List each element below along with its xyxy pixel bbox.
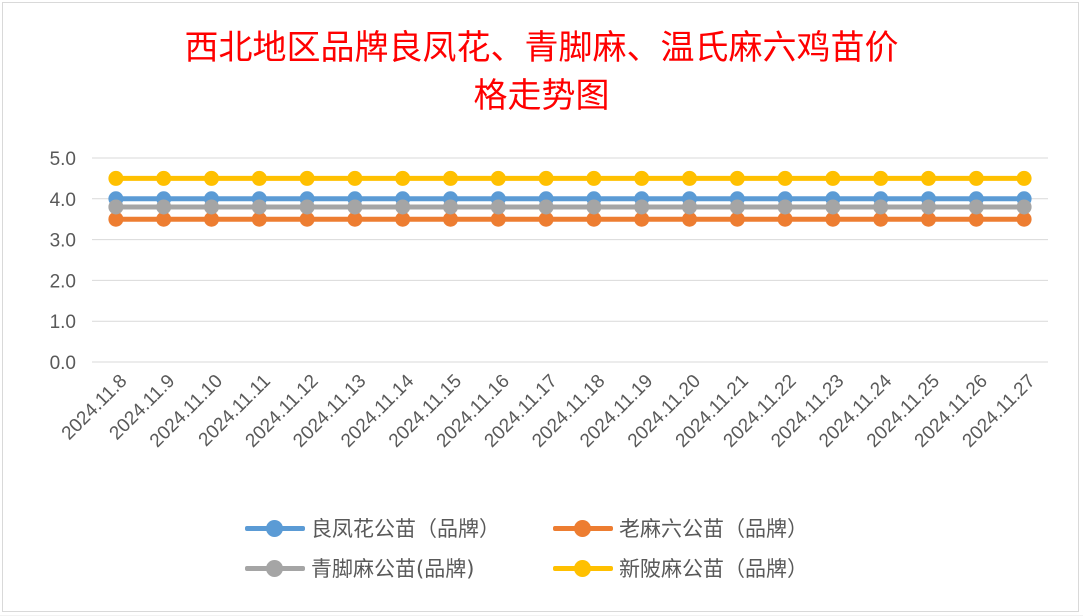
legend-swatch-1 bbox=[551, 510, 615, 546]
data-point[interactable] bbox=[347, 211, 363, 227]
data-point[interactable] bbox=[873, 170, 889, 186]
data-point[interactable] bbox=[156, 199, 172, 215]
legend: 良凤花公苗（品牌） 老麻六公苗（品牌） 青脚麻公苗(品牌) 新陂麻公苗（品牌） bbox=[0, 508, 1083, 588]
data-point[interactable] bbox=[538, 170, 554, 186]
series-layer bbox=[108, 170, 1032, 227]
series-2 bbox=[108, 199, 1032, 215]
y-tick-label: 0.0 bbox=[50, 353, 76, 374]
legend-swatch-3 bbox=[551, 550, 615, 586]
data-point[interactable] bbox=[108, 199, 124, 215]
data-point[interactable] bbox=[538, 211, 554, 227]
y-tick-label: 4.0 bbox=[50, 190, 76, 211]
gridlines bbox=[92, 157, 1048, 363]
data-point[interactable] bbox=[490, 211, 506, 227]
data-point[interactable] bbox=[729, 170, 745, 186]
chart-title-line-2: 格走势图 bbox=[473, 76, 610, 116]
data-point[interactable] bbox=[873, 199, 889, 215]
data-point[interactable] bbox=[395, 211, 411, 227]
series-0 bbox=[108, 191, 1032, 207]
data-point[interactable] bbox=[634, 211, 650, 227]
data-point[interactable] bbox=[682, 199, 697, 215]
legend-marker-1 bbox=[574, 520, 591, 537]
legend-marker-3 bbox=[574, 560, 591, 577]
data-point[interactable] bbox=[729, 199, 745, 215]
data-point[interactable] bbox=[921, 211, 936, 227]
data-point[interactable] bbox=[586, 211, 602, 227]
legend-item-0[interactable]: 良凤花公苗（品牌） bbox=[243, 510, 500, 546]
legend-label-0: 良凤花公苗（品牌） bbox=[311, 517, 500, 541]
legend-label-2: 青脚麻公苗(品牌) bbox=[311, 557, 475, 581]
series-3 bbox=[108, 170, 1032, 186]
data-point[interactable] bbox=[347, 199, 363, 215]
data-point[interactable] bbox=[1016, 170, 1032, 186]
legend-label-1: 老麻六公苗（品牌） bbox=[619, 517, 808, 541]
data-point[interactable] bbox=[1016, 199, 1032, 215]
legend-marker-0 bbox=[266, 520, 283, 537]
data-point[interactable] bbox=[825, 170, 841, 186]
legend-label-3: 新陂麻公苗（品牌） bbox=[619, 557, 808, 581]
data-point[interactable] bbox=[682, 170, 697, 186]
data-point[interactable] bbox=[156, 211, 172, 227]
data-point[interactable] bbox=[682, 211, 697, 227]
data-point[interactable] bbox=[108, 170, 124, 186]
data-point[interactable] bbox=[347, 170, 363, 186]
plot-area: 0.0 1.0 2.0 3.0 4.0 5.0 2024.11.82024.11.9202… bbox=[50, 149, 1048, 452]
data-point[interactable] bbox=[108, 211, 124, 227]
data-point[interactable] bbox=[586, 170, 602, 186]
data-point[interactable] bbox=[395, 199, 411, 215]
data-point[interactable] bbox=[299, 211, 315, 227]
data-point[interactable] bbox=[538, 199, 554, 215]
data-point[interactable] bbox=[825, 199, 841, 215]
data-point[interactable] bbox=[251, 211, 267, 227]
data-point[interactable] bbox=[156, 170, 172, 186]
data-point[interactable] bbox=[825, 211, 841, 227]
data-point[interactable] bbox=[204, 211, 219, 227]
legend-swatch-2 bbox=[243, 550, 307, 586]
legend-item-1[interactable]: 老麻六公苗（品牌） bbox=[551, 510, 808, 546]
legend-marker-2 bbox=[266, 560, 283, 577]
data-point[interactable] bbox=[251, 170, 267, 186]
data-point[interactable] bbox=[729, 211, 745, 227]
x-axis-ticks: 2024.11.82024.11.92024.11.102024.11.1120… bbox=[58, 370, 1040, 451]
data-point[interactable] bbox=[299, 170, 315, 186]
y-tick-label: 2.0 bbox=[50, 271, 76, 292]
data-point[interactable] bbox=[251, 199, 267, 215]
data-point[interactable] bbox=[490, 199, 506, 215]
data-point[interactable] bbox=[443, 170, 458, 186]
data-point[interactable] bbox=[634, 199, 650, 215]
data-point[interactable] bbox=[968, 199, 984, 215]
data-point[interactable] bbox=[634, 170, 650, 186]
y-tick-label: 3.0 bbox=[50, 231, 76, 252]
data-point[interactable] bbox=[299, 199, 315, 215]
data-point[interactable] bbox=[490, 170, 506, 186]
chart-title-line-1: 西北地区品牌良凤花、青脚麻、温氏麻六鸡苗价 bbox=[184, 28, 899, 68]
y-tick-label: 1.0 bbox=[50, 312, 76, 333]
data-point[interactable] bbox=[777, 170, 793, 186]
data-point[interactable] bbox=[204, 170, 219, 186]
y-tick-label: 5.0 bbox=[50, 149, 76, 170]
data-point[interactable] bbox=[443, 211, 458, 227]
data-point[interactable] bbox=[1016, 211, 1032, 227]
data-point[interactable] bbox=[443, 199, 458, 215]
y-axis-ticks: 0.0 1.0 2.0 3.0 4.0 5.0 bbox=[50, 149, 76, 374]
data-point[interactable] bbox=[777, 211, 793, 227]
data-point[interactable] bbox=[395, 170, 411, 186]
legend-item-3[interactable]: 新陂麻公苗（品牌） bbox=[551, 550, 808, 586]
data-point[interactable] bbox=[968, 211, 984, 227]
data-point[interactable] bbox=[204, 199, 219, 215]
legend-swatch-0 bbox=[243, 510, 307, 546]
data-point[interactable] bbox=[777, 199, 793, 215]
data-point[interactable] bbox=[921, 199, 936, 215]
legend-item-2[interactable]: 青脚麻公苗(品牌) bbox=[243, 550, 474, 586]
data-point[interactable] bbox=[873, 211, 889, 227]
series-1 bbox=[108, 211, 1032, 227]
data-point[interactable] bbox=[921, 170, 936, 186]
data-point[interactable] bbox=[586, 199, 602, 215]
data-point[interactable] bbox=[968, 170, 984, 186]
